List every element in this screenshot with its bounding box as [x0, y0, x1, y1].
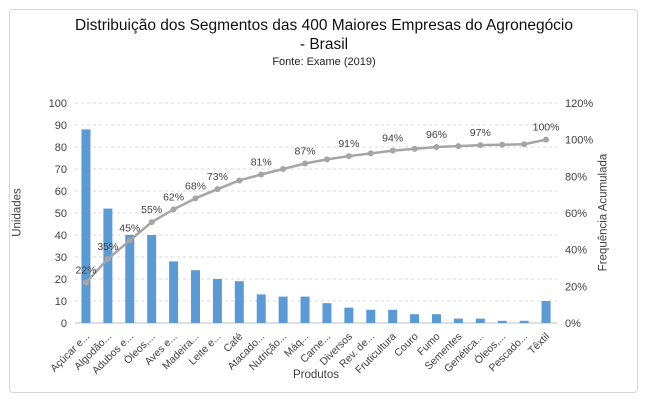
- line-marker-16: [411, 145, 418, 152]
- chart-frame: [9, 9, 638, 393]
- bar-18: [453, 318, 463, 323]
- line-marker-20: [499, 141, 506, 148]
- bar-16: [410, 314, 420, 323]
- line-marker-4: [148, 219, 155, 226]
- bar-10: [278, 296, 288, 323]
- bar-17: [432, 314, 441, 323]
- bar-5: [169, 261, 179, 323]
- chart-title: Distribuição dos Segmentos das 400 Maior…: [75, 17, 573, 53]
- right-tick-label: 40%: [565, 245, 587, 257]
- data-label: 97%: [470, 127, 491, 139]
- data-label: 68%: [185, 180, 206, 192]
- line-marker-11: [302, 160, 309, 167]
- right-tick-label: 60%: [565, 208, 587, 220]
- left-tick-label: 20: [55, 274, 67, 286]
- data-label: 35%: [97, 241, 118, 253]
- line-marker-3: [126, 237, 133, 244]
- line-marker-5: [170, 206, 177, 213]
- bar-8: [234, 281, 244, 323]
- chart-subtitle: Fonte: Exame (2019): [272, 56, 376, 68]
- bar-1: [81, 129, 91, 323]
- bar-7: [212, 279, 222, 323]
- left-tick-label: 50: [55, 208, 67, 220]
- right-tick-label: 100%: [565, 135, 593, 147]
- line-marker-21: [521, 141, 528, 148]
- data-label: 22%: [75, 265, 96, 277]
- bar-12: [322, 303, 332, 323]
- data-label: 45%: [119, 223, 140, 235]
- line-marker-19: [477, 142, 484, 149]
- left-tick-label: 0: [61, 318, 67, 330]
- x-tick-label: Couro: [392, 331, 421, 360]
- line-marker-10: [280, 166, 287, 172]
- bar-4: [147, 235, 157, 323]
- bar-20: [497, 320, 507, 323]
- left-tick-label: 100: [49, 98, 67, 110]
- line-marker-9: [258, 171, 265, 178]
- left-tick-label: 30: [55, 252, 67, 264]
- left-tick-label: 90: [55, 120, 67, 132]
- bar-19: [475, 318, 485, 323]
- bar-21: [519, 320, 529, 323]
- data-label: 100%: [533, 122, 560, 134]
- line-marker-14: [367, 150, 374, 157]
- bar-14: [366, 309, 376, 323]
- data-label: 96%: [426, 129, 447, 141]
- line-marker-13: [345, 153, 352, 160]
- bar-3: [125, 235, 135, 323]
- line-marker-6: [192, 195, 199, 202]
- cumulative-line: [85, 138, 547, 284]
- bar-13: [344, 307, 354, 323]
- data-label: 73%: [207, 171, 228, 183]
- data-label: 91%: [338, 138, 359, 150]
- left-tick-label: 70: [55, 164, 67, 176]
- right-tick-label: 80%: [565, 171, 587, 183]
- data-label: 94%: [382, 133, 403, 145]
- line-marker-1: [82, 279, 89, 286]
- right-tick-label: 0%: [565, 318, 581, 330]
- line-marker-8: [236, 177, 243, 184]
- bar-11: [300, 296, 310, 323]
- line-marker-18: [455, 143, 462, 150]
- line-marker-2: [104, 255, 111, 262]
- data-label: 87%: [295, 146, 316, 158]
- data-label: 55%: [141, 204, 162, 216]
- left-tick-label: 40: [55, 230, 67, 242]
- bar-9: [256, 294, 266, 323]
- data-label: 81%: [251, 157, 272, 169]
- line-marker-17: [433, 144, 440, 150]
- right-tick-label: 20%: [565, 281, 587, 293]
- left-tick-label: 60: [55, 186, 67, 198]
- bar-6: [191, 270, 200, 323]
- left-tick-label: 80: [55, 142, 67, 154]
- data-label: 62%: [163, 191, 184, 203]
- bar-22: [541, 301, 551, 323]
- line-marker-12: [323, 156, 330, 163]
- x-tick-label: Têxtil: [526, 331, 552, 357]
- bar-2: [103, 208, 113, 323]
- left-tick-label: 10: [55, 296, 67, 308]
- x-axis-title: Produtos: [292, 369, 340, 381]
- right-tick-label: 120%: [565, 98, 593, 110]
- line-marker-15: [389, 147, 396, 154]
- bar-15: [388, 309, 398, 323]
- line-marker-22: [543, 136, 550, 143]
- line-marker-7: [214, 186, 221, 193]
